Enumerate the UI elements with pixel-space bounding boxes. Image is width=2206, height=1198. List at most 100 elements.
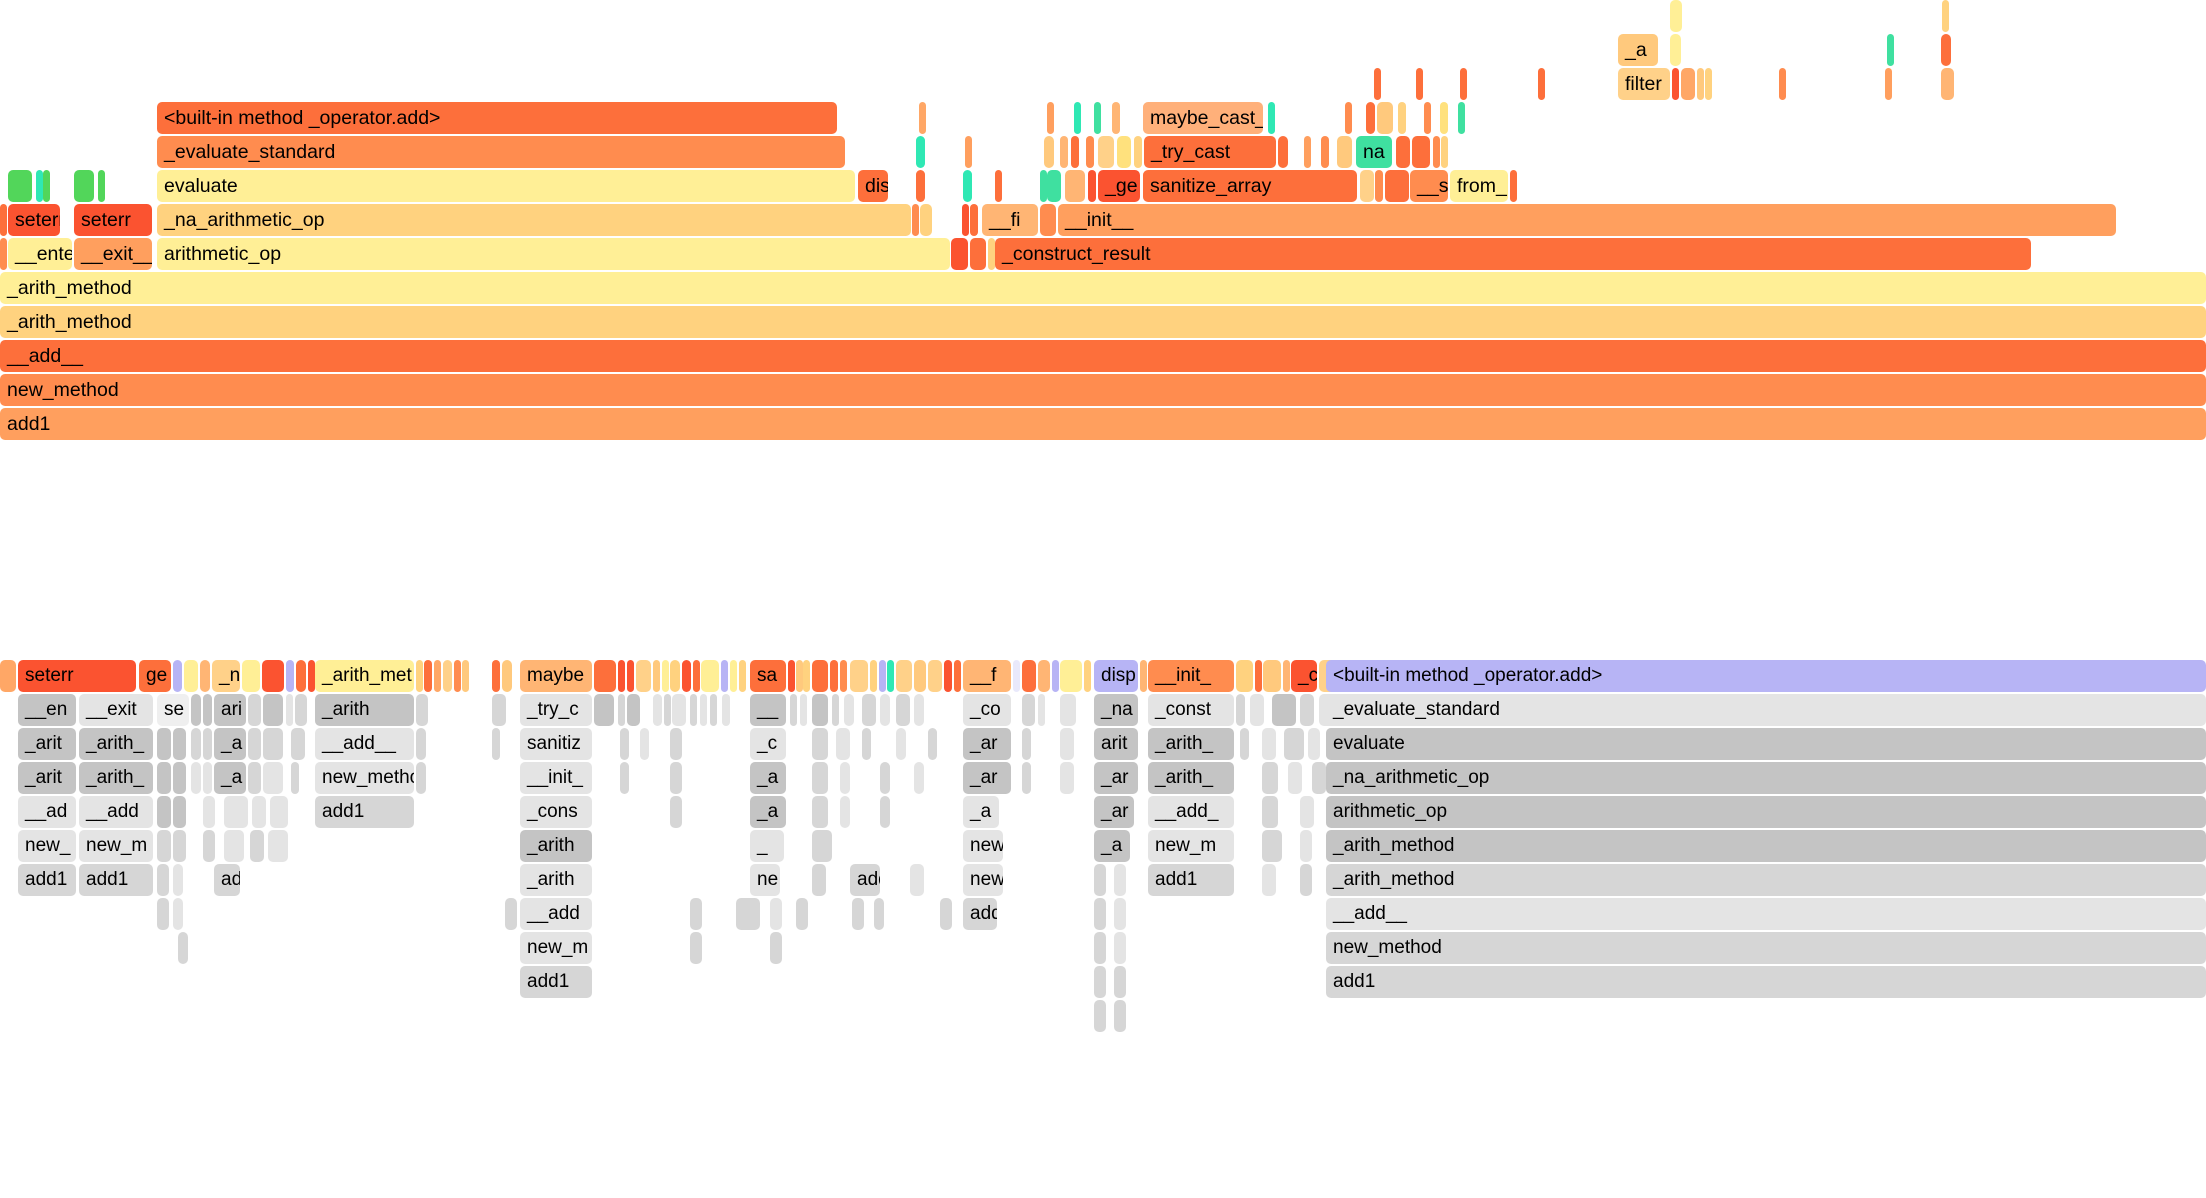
top-frame[interactable]: _na_arithmetic_op	[157, 204, 911, 236]
bottom-frame[interactable]: _	[1022, 694, 1035, 726]
top-frame[interactable]: _try_cast	[1144, 136, 1276, 168]
top-frame[interactable]: maybe_cast_to	[1143, 102, 1263, 134]
bottom-frame[interactable]: .	[844, 694, 854, 726]
top-frame[interactable]	[1047, 102, 1054, 134]
bottom-frame[interactable]: _	[1060, 728, 1074, 760]
top-frame[interactable]	[1094, 102, 1101, 134]
bottom-frame[interactable]: _	[812, 762, 828, 794]
top-frame[interactable]: m	[1065, 170, 1085, 202]
bottom-frame[interactable]: ne	[270, 796, 288, 828]
bottom-frame[interactable]: r	[812, 864, 826, 896]
bottom-frame[interactable]: a	[0, 660, 16, 692]
bottom-frame[interactable]: s	[1312, 762, 1326, 794]
bottom-frame[interactable]: _a	[263, 694, 283, 726]
bottom-frame[interactable]	[722, 694, 730, 726]
bottom-frame[interactable]: _a	[214, 762, 246, 794]
bottom-frame[interactable]: _	[1060, 762, 1074, 794]
top-frame[interactable]	[1697, 68, 1704, 100]
bottom-frame[interactable]	[1084, 660, 1091, 692]
top-frame[interactable]: <built-in method _operator.add>	[157, 102, 837, 134]
bottom-frame[interactable]	[291, 762, 299, 794]
bottom-frame[interactable]: .	[880, 796, 890, 828]
top-frame[interactable]: r	[1396, 136, 1410, 168]
bottom-frame[interactable]: new	[963, 830, 1003, 862]
top-frame[interactable]: __fi	[982, 204, 1038, 236]
top-frame[interactable]	[1088, 170, 1096, 202]
top-frame[interactable]: filter	[1618, 68, 1670, 100]
top-frame[interactable]	[1885, 68, 1892, 100]
bottom-frame[interactable]	[830, 660, 838, 692]
bottom-frame[interactable]: _const	[1148, 694, 1234, 726]
top-frame[interactable]	[1942, 0, 1949, 32]
top-frame[interactable]	[916, 170, 925, 202]
top-frame[interactable]	[962, 204, 969, 236]
bottom-frame[interactable]: add	[850, 864, 880, 896]
top-frame[interactable]	[1440, 102, 1448, 134]
bottom-frame[interactable]: _a	[1284, 728, 1304, 760]
bottom-frame[interactable]	[627, 660, 634, 692]
bottom-frame[interactable]: _c	[1291, 660, 1317, 692]
bottom-frame[interactable]: _	[862, 694, 876, 726]
bottom-frame[interactable]: __add__	[315, 728, 414, 760]
bottom-frame[interactable]: _	[1094, 898, 1106, 930]
bottom-frame[interactable]	[492, 660, 500, 692]
bottom-frame[interactable]: _arith	[315, 694, 414, 726]
bottom-frame[interactable]	[454, 660, 461, 692]
bottom-frame[interactable]: .	[840, 796, 850, 828]
bottom-frame[interactable]: _	[248, 762, 261, 794]
top-frame[interactable]: new_method	[0, 374, 2206, 406]
bottom-frame[interactable]: a	[874, 898, 884, 930]
bottom-frame[interactable]: new	[963, 864, 1003, 896]
bottom-frame[interactable]: r	[1236, 660, 1253, 692]
top-frame[interactable]	[1887, 34, 1894, 66]
bottom-frame[interactable]: .	[416, 728, 426, 760]
bottom-frame[interactable]: _na_arithmetic_op	[1326, 762, 2206, 794]
bottom-frame[interactable]: .	[880, 762, 890, 794]
bottom-frame[interactable]: _a	[750, 796, 786, 828]
bottom-frame[interactable]: r	[173, 864, 183, 896]
bottom-frame[interactable]: _	[1022, 660, 1036, 692]
bottom-frame[interactable]: r	[1094, 966, 1106, 998]
bottom-frame[interactable]: c	[850, 660, 868, 692]
bottom-frame[interactable]	[700, 694, 707, 726]
top-frame[interactable]	[1304, 136, 1311, 168]
bottom-frame[interactable]: sanitiz	[520, 728, 592, 760]
bottom-frame[interactable]: __add__	[1326, 898, 2206, 930]
top-frame[interactable]: _arith_method	[0, 306, 2206, 338]
top-frame[interactable]	[988, 238, 995, 270]
bottom-frame[interactable]: __init_	[520, 762, 592, 794]
bottom-frame[interactable]: add1	[79, 864, 153, 896]
top-frame[interactable]: __init__	[1058, 204, 2116, 236]
bottom-frame[interactable]: .	[928, 728, 937, 760]
bottom-frame[interactable]	[721, 660, 728, 692]
bottom-frame[interactable]: .	[1022, 728, 1031, 760]
bottom-frame[interactable]: __	[224, 796, 248, 828]
bottom-frame[interactable]: _	[1114, 932, 1126, 964]
bottom-frame[interactable]	[462, 660, 469, 692]
bottom-frame[interactable]	[690, 694, 697, 726]
bottom-frame[interactable]: __init_	[1148, 660, 1234, 692]
bottom-frame[interactable]: a	[940, 898, 952, 930]
bottom-frame[interactable]	[1140, 660, 1147, 692]
bottom-frame[interactable]: v	[636, 660, 651, 692]
bottom-frame[interactable]: r	[295, 694, 307, 726]
top-frame[interactable]: add1	[0, 408, 2206, 440]
bottom-frame[interactable]: n	[1300, 694, 1314, 726]
bottom-frame[interactable]: a	[157, 898, 169, 930]
top-frame[interactable]: __exit__	[74, 238, 152, 270]
bottom-frame[interactable]: ge	[139, 660, 171, 692]
bottom-frame[interactable]: .	[914, 762, 924, 794]
bottom-frame[interactable]: arit	[1094, 728, 1138, 760]
bottom-frame[interactable]	[796, 660, 803, 692]
bottom-frame[interactable]: _a	[1272, 694, 1296, 726]
bottom-frame[interactable]: .	[191, 694, 201, 726]
top-frame[interactable]	[965, 136, 972, 168]
bottom-frame[interactable]	[739, 660, 746, 692]
bottom-frame[interactable]: _	[1300, 830, 1312, 862]
top-frame[interactable]: _	[1360, 170, 1374, 202]
bottom-frame[interactable]: -	[670, 796, 682, 828]
bottom-frame[interactable]	[416, 660, 423, 692]
top-frame[interactable]	[1398, 102, 1406, 134]
bottom-frame[interactable]: _	[173, 830, 186, 862]
bottom-frame[interactable]: _c	[750, 728, 786, 760]
